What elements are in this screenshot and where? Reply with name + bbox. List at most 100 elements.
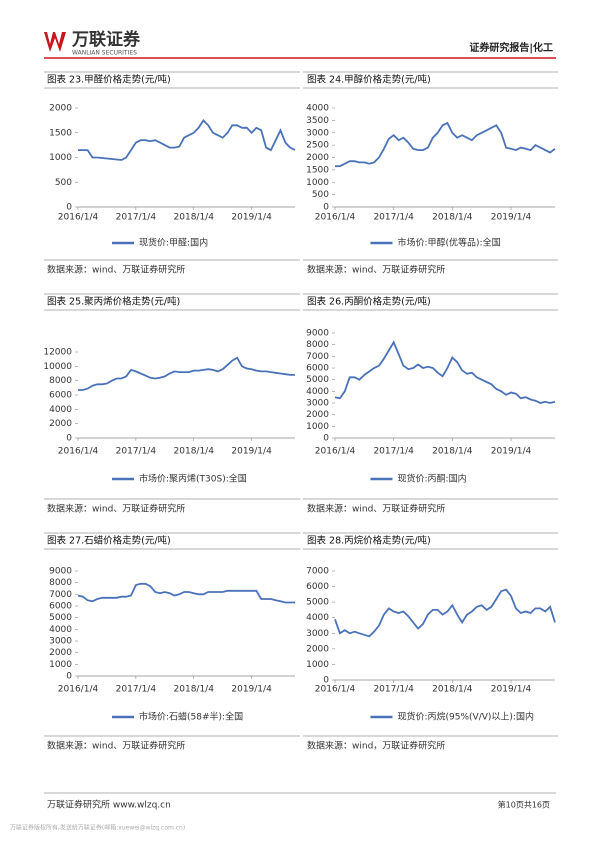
x-tick-label: 2019/1/4 [231,685,272,695]
y-tick-label: 6000 [306,364,329,374]
x-tick-label: 2017/1/4 [373,447,414,457]
page-number: 第10页共16页 [498,800,550,810]
logo-text: 万联证券 [71,29,141,50]
x-tick-label: 2019/1/4 [491,447,532,457]
y-tick-label: 12000 [43,348,72,358]
y-tick-label: 10000 [43,362,72,372]
price-line [334,340,556,404]
x-tick-label: 2016/1/4 [315,685,356,695]
y-tick-label: 2500 [306,141,329,151]
y-tick-label: 1500 [306,165,329,175]
x-tick-label: 2016/1/4 [315,447,356,457]
chart-title: 图表 24.甲醇价格走势(元/吨) [307,74,431,86]
x-tick-label: 2019/1/4 [231,213,272,223]
y-tick-label: 4000 [306,613,329,623]
y-tick-label: 3500 [306,116,329,126]
y-tick-label: 0 [323,434,329,444]
x-tick-label: 2018/1/4 [174,447,215,457]
source-note: 数据来源：wind、万联证券研究所 [47,740,185,752]
chart-title: 图表 23.甲醛价格走势(元/吨) [47,74,171,86]
y-tick-label: 1500 [49,128,72,138]
legend-label: 现货价:丙烷(95%(V/V)以上):国内 [398,711,534,723]
source-note: 数据来源：wind、万联证券研究所 [47,264,185,276]
x-tick-label: 2016/1/4 [58,685,99,695]
y-tick-label: 500 [312,190,329,200]
legend-label: 市场价:甲醇(优等品):全国 [398,237,501,249]
chart-title: 图表 25.聚丙烯价格走势(元/吨) [47,296,180,308]
y-tick-label: 1000 [49,660,72,670]
legend-label: 现货价:丙酮:国内 [398,473,467,485]
y-tick-label: 6000 [306,582,329,592]
y-tick-label: 0 [66,203,72,213]
y-tick-label: 5000 [306,375,329,385]
footer-org: 万联证券研究所 www.wlzq.cn [47,799,171,811]
x-tick-label: 2016/1/4 [58,213,99,223]
y-tick-label: 8000 [49,578,72,588]
y-tick-label: 3000 [306,629,329,639]
y-tick-label: 8000 [306,340,329,350]
y-tick-label: 6000 [49,391,72,401]
y-tick-label: 500 [55,178,72,188]
x-tick-label: 2019/1/4 [491,685,532,695]
y-tick-label: 2000 [306,153,329,163]
y-tick-label: 2000 [306,644,329,654]
y-tick-label: 7000 [49,590,72,600]
y-tick-label: 7000 [306,352,329,362]
legend-label: 现货价:甲醛:国内 [139,237,208,249]
x-tick-label: 2018/1/4 [174,213,215,223]
chart-title: 图表 27.石蜡价格走势(元/吨) [47,535,171,547]
y-tick-label: 8000 [49,376,72,386]
price-line [78,118,296,161]
y-tick-label: 0 [66,434,72,444]
y-tick-label: 2000 [306,410,329,420]
x-tick-label: 2017/1/4 [116,213,157,223]
report-type: 证券研究报告|化工 [469,41,553,54]
logo-mark [44,32,66,52]
x-tick-label: 2018/1/4 [432,685,473,695]
y-tick-label: 0 [66,672,72,682]
y-tick-label: 6000 [49,602,72,612]
x-tick-label: 2019/1/4 [491,213,532,223]
y-tick-label: 2000 [49,104,72,114]
y-tick-label: 3000 [306,128,329,138]
y-tick-label: 2000 [49,419,72,429]
legend-label: 市场价:聚丙烯(T30S):全国 [139,473,247,485]
y-tick-label: 3000 [49,637,72,647]
copyright: 万联证券版权所有,发送给万联证券(邮箱:xuewei@wlzq.com.cn) [10,824,185,832]
x-tick-label: 2018/1/4 [432,213,473,223]
x-tick-label: 2017/1/4 [373,213,414,223]
y-tick-label: 4000 [49,625,72,635]
y-tick-label: 9000 [306,329,329,339]
source-note: 数据来源：wind，万联证券研究所 [307,740,445,752]
x-tick-label: 2017/1/4 [373,685,414,695]
y-tick-label: 5000 [49,613,72,623]
chart-title: 图表 28.丙烷价格走势(元/吨) [307,535,431,547]
price-line [335,121,556,168]
legend-label: 市场价:石蜡(58#半):全国 [139,711,243,723]
y-tick-label: 7000 [306,567,329,577]
y-tick-label: 1000 [306,178,329,188]
x-tick-label: 2018/1/4 [174,685,215,695]
y-tick-label: 0 [323,676,329,686]
logo-en: WANLIAN SECURITIES [72,50,137,57]
x-tick-label: 2018/1/4 [432,447,473,457]
y-tick-label: 1000 [49,153,72,163]
y-tick-label: 4000 [306,387,329,397]
y-tick-label: 1000 [306,422,329,432]
x-tick-label: 2016/1/4 [58,447,99,457]
x-tick-label: 2017/1/4 [116,447,157,457]
price-line [334,588,556,638]
x-tick-label: 2017/1/4 [116,685,157,695]
price-line [77,582,295,604]
y-tick-label: 2000 [49,648,72,658]
y-tick-label: 0 [323,203,329,213]
x-tick-label: 2019/1/4 [231,447,272,457]
source-note: 数据来源：wind、万联证券研究所 [47,503,185,515]
y-tick-label: 3000 [306,399,329,409]
chart-title: 图表 26.丙酮价格走势(元/吨) [307,296,431,308]
y-tick-label: 4000 [306,104,329,114]
source-note: 数据来源：wind、万联证券研究所 [307,264,445,276]
y-tick-label: 1000 [306,660,329,670]
source-note: 数据来源：wind、万联证券研究所 [307,503,445,515]
